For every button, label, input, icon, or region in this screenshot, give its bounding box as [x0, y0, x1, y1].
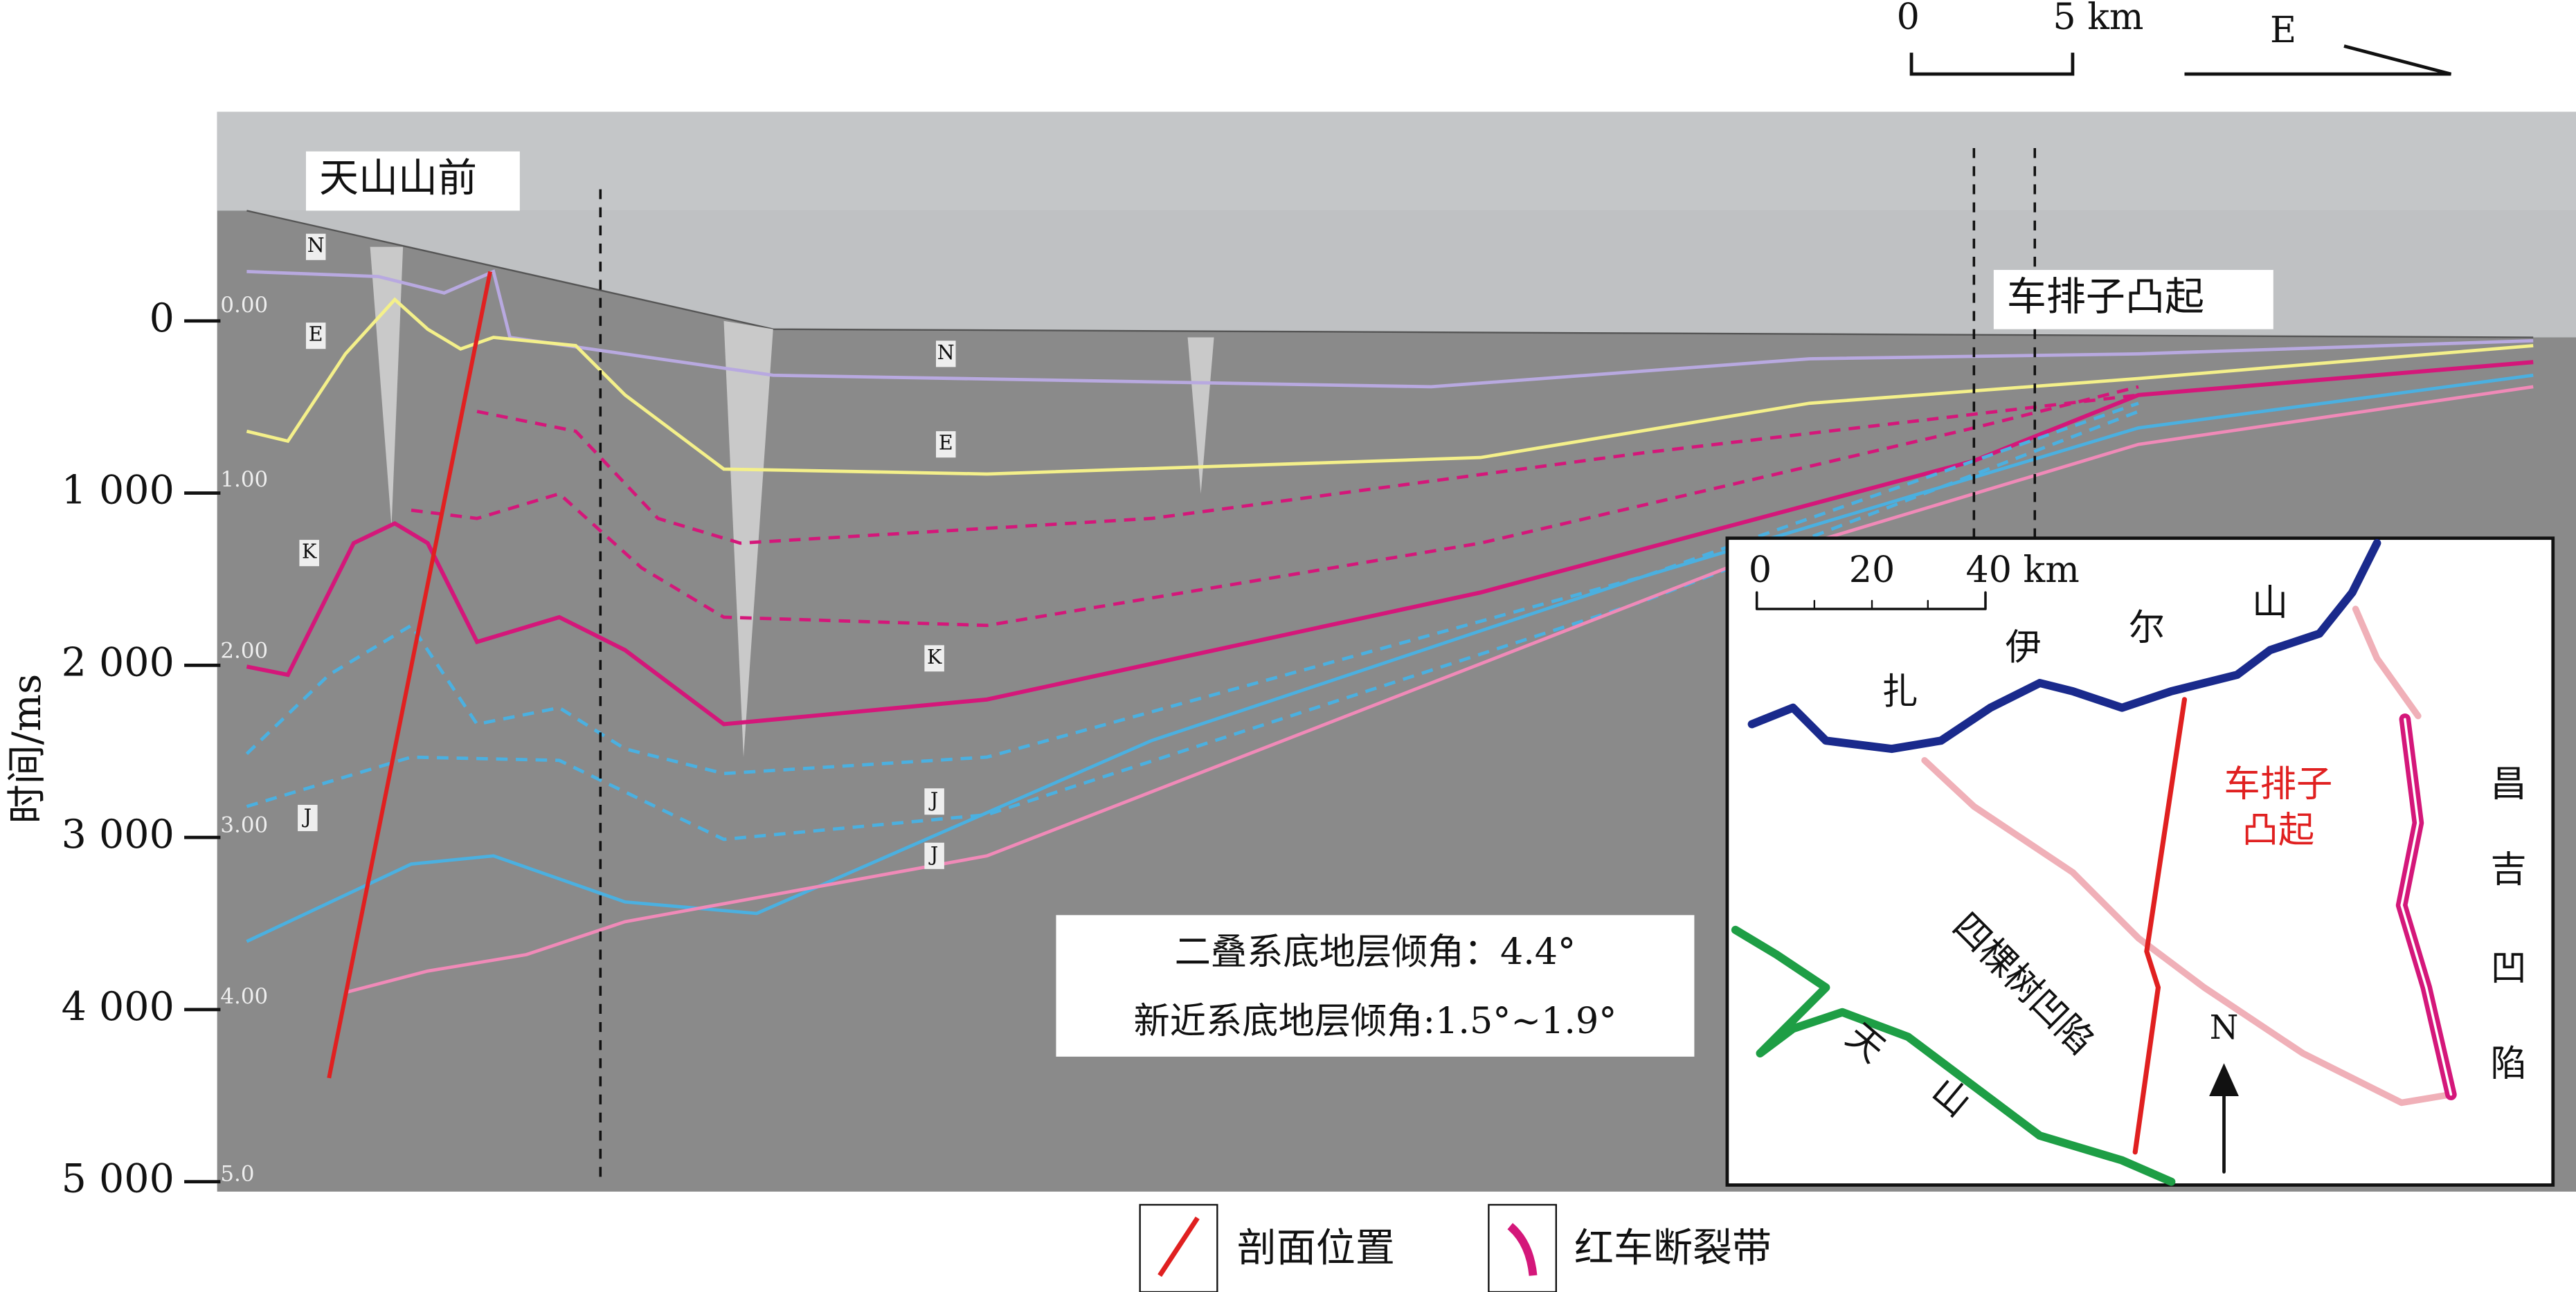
annotation: 二叠系底地层倾角：4.4°	[1175, 931, 1576, 973]
inset-scale-label: 40 km	[1965, 549, 2079, 591]
noise-cone	[1187, 337, 1214, 494]
profile-location	[2132, 697, 2188, 1155]
y-tick-label: 3 000	[62, 812, 174, 857]
horizon-p	[345, 385, 2534, 994]
axis-title: 时间/ms	[4, 674, 50, 824]
layer-tag: N	[307, 234, 325, 257]
horizon-k-dashed	[411, 385, 2139, 628]
time-mark: 4.00	[220, 984, 268, 1009]
legend-label: 剖面位置	[1237, 1226, 1395, 1271]
place-label: 伊	[2005, 626, 2041, 668]
north-label: N	[2210, 1009, 2239, 1047]
time-mark: 2.00	[220, 638, 268, 663]
section-label: 天山山前	[319, 156, 477, 201]
time-mark: 5.0	[220, 1162, 254, 1187]
layer-tag: E	[939, 432, 953, 455]
direction-arrow	[2184, 44, 2452, 76]
horizon-j-dashed	[246, 410, 2139, 841]
scale-label: 0	[1897, 0, 1920, 38]
horizon-j-dashed	[245, 401, 2139, 776]
layer-tag-box	[936, 431, 956, 458]
layer-tag: J	[928, 843, 938, 866]
scale-bar	[1909, 44, 2452, 76]
y-tick-label: 5 000	[62, 1156, 174, 1202]
legend-label: 红车断裂带	[1574, 1226, 1772, 1271]
time-mark: 0.00	[220, 293, 268, 318]
label-box	[1993, 270, 2273, 329]
scale-label: 5 km	[2053, 0, 2143, 38]
profile-fault	[327, 271, 492, 1079]
mountain-line	[1747, 538, 2381, 754]
surface-line	[246, 210, 2534, 338]
layer-tag-box	[305, 322, 326, 349]
horizon-k	[246, 360, 2534, 727]
layer-tag-box	[924, 645, 944, 672]
layer-tag-box	[924, 842, 944, 869]
hongche-fault-inner	[2400, 718, 2453, 1096]
legend-swatch	[1507, 1223, 1538, 1276]
layer-tag-box	[298, 805, 318, 832]
y-tick-label: 4 000	[62, 984, 174, 1030]
inset-scale-label: 0	[1749, 549, 1772, 591]
section-label: 车排子凸起	[2007, 274, 2204, 320]
north-arrowhead	[2209, 1063, 2239, 1096]
dashed-verticals	[599, 148, 2037, 1182]
section-header	[217, 111, 2576, 211]
time-mark: 3.00	[220, 812, 268, 837]
place-label: 扎	[1882, 671, 1918, 713]
noise-cone	[723, 320, 773, 758]
tianshan-line	[1731, 925, 2176, 1186]
layer-tag: E	[309, 323, 323, 346]
layer-tag: J	[928, 789, 938, 812]
annotation-box	[1056, 915, 1695, 1057]
horizons	[245, 269, 2534, 994]
layer-tag-box	[924, 788, 944, 815]
place-label: 陷	[2490, 1043, 2526, 1085]
depression-boundary	[2352, 606, 2422, 720]
place-label: 凸起	[2242, 809, 2315, 851]
layer-tag-box	[305, 233, 326, 260]
place-label: 吉	[2490, 848, 2526, 891]
place-label: 尔	[2129, 606, 2165, 648]
horizon-e	[246, 297, 2534, 476]
horizon-k-dashed	[476, 393, 2139, 545]
surface-area	[246, 210, 2576, 338]
legend-swatch	[1158, 1217, 1200, 1277]
time-mark: 1.00	[220, 467, 268, 492]
layer-tag-box	[299, 540, 319, 567]
scale-line	[1909, 53, 2075, 76]
direction-label: E	[2270, 9, 2296, 51]
depression-boundary	[1921, 757, 2455, 1107]
place-label: 昌	[2490, 763, 2526, 805]
layer-tag-box	[936, 340, 956, 367]
place-label: 山	[2252, 582, 2288, 624]
layer-tag: K	[302, 540, 317, 563]
place-label: 凹	[2490, 947, 2526, 990]
inset-scale-label: 20	[1849, 549, 1895, 591]
layer-tag: J	[302, 806, 312, 828]
y-tick-label: 2 000	[62, 639, 174, 685]
inset-lines	[1731, 538, 2457, 1186]
place-label: 车排子	[2224, 763, 2333, 805]
layer-tag: K	[927, 646, 942, 668]
y-tick-label: 1 000	[62, 468, 174, 513]
annotation: 新近系底地层倾角:1.5°~1.9°	[1133, 1000, 1616, 1042]
y-tick-label: 0	[150, 295, 174, 341]
label-box	[305, 151, 520, 211]
layer-tag: N	[937, 341, 955, 364]
